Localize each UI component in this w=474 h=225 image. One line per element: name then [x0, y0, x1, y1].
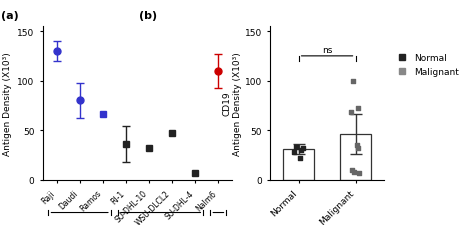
Point [349, 79, 356, 83]
Point [348, 168, 356, 172]
Point [299, 147, 306, 150]
Point [356, 171, 363, 175]
Bar [283, 149, 314, 180]
Point [354, 144, 361, 147]
Point [297, 156, 304, 160]
Point [347, 111, 355, 115]
Point [292, 146, 300, 149]
Text: ns: ns [322, 46, 332, 55]
Text: (a): (a) [1, 11, 18, 21]
Text: (b): (b) [139, 11, 157, 21]
Y-axis label: CD19
Antigen Density (X10³): CD19 Antigen Density (X10³) [222, 52, 242, 155]
Bar [340, 135, 371, 180]
Point [355, 107, 362, 111]
Y-axis label: Antigen Density (X10³): Antigen Density (X10³) [2, 52, 11, 155]
Legend: Normal, Malignant: Normal, Malignant [393, 54, 459, 76]
Point [298, 148, 305, 152]
Point [354, 147, 362, 150]
Point [290, 151, 298, 154]
Point [350, 170, 357, 174]
